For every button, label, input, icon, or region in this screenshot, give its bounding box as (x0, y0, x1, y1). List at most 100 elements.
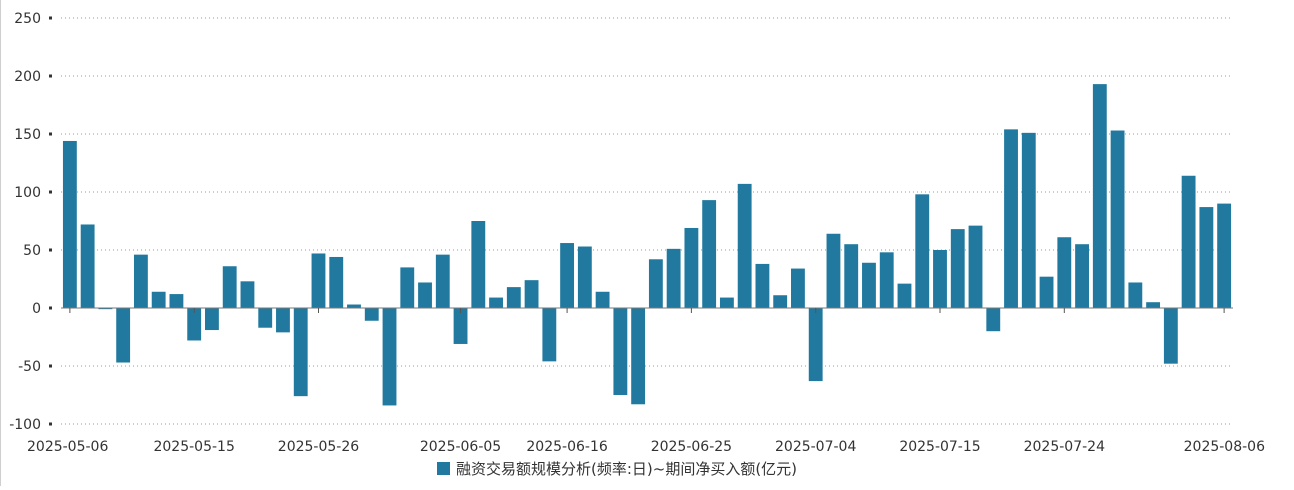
bar (489, 297, 503, 308)
bar (1021, 132, 1036, 308)
bar (435, 254, 450, 308)
bar (1057, 237, 1072, 308)
bar (1199, 207, 1214, 308)
bar (453, 308, 468, 344)
bar (968, 225, 983, 308)
bar (1075, 244, 1089, 308)
y-tick-mark (49, 190, 52, 194)
y-tick-label: 100 (14, 185, 41, 201)
bar (684, 227, 699, 308)
bar (791, 268, 805, 308)
bar (897, 283, 912, 308)
bar (755, 263, 770, 308)
y-tick-label: -100 (9, 417, 41, 433)
bar (542, 308, 557, 362)
bar (62, 140, 77, 308)
bar (471, 221, 486, 308)
bar (719, 297, 734, 308)
bar (311, 253, 326, 308)
bar (1163, 308, 1178, 364)
y-tick-mark (49, 306, 52, 310)
bar (648, 259, 663, 308)
x-tick-label: 2025-06-05 (420, 439, 501, 455)
bar (950, 229, 965, 308)
x-tick-label: 2025-07-15 (899, 439, 980, 455)
bar (702, 200, 717, 308)
bar (862, 262, 876, 308)
y-tick-label: 250 (14, 11, 41, 27)
x-tick-label: 2025-08-06 (1184, 439, 1265, 455)
bar (986, 308, 1001, 332)
bar (400, 267, 415, 308)
x-tick-label: 2025-05-06 (27, 439, 108, 455)
x-tick-label: 2025-06-25 (651, 439, 732, 455)
bar (1146, 302, 1161, 308)
grid-lines (61, 17, 1233, 425)
bar (595, 291, 610, 308)
bar (1217, 203, 1232, 308)
bar (844, 244, 859, 308)
bar (364, 308, 379, 321)
bar (329, 256, 344, 308)
bar (631, 308, 646, 405)
y-tick-label: -50 (18, 359, 41, 375)
bar (826, 233, 841, 308)
y-tick-mark (49, 422, 52, 426)
y-tick-label: 0 (32, 301, 41, 317)
legend-swatch (437, 462, 450, 475)
y-tick-label: 200 (14, 69, 41, 85)
bar (418, 282, 432, 308)
bar (222, 266, 237, 308)
bar (560, 243, 575, 308)
bar (276, 308, 290, 333)
bar (80, 224, 95, 308)
legend: 融资交易额规模分析(频率:日)~期间净买入额(亿元) (437, 460, 797, 478)
x-tick-label: 2025-07-04 (775, 439, 856, 455)
bar (258, 308, 273, 328)
bar (1039, 276, 1054, 308)
y-tick-mark (49, 74, 52, 78)
y-tick-label: 150 (14, 127, 41, 143)
bar (1092, 84, 1107, 309)
bar (98, 308, 113, 310)
legend-label: 融资交易额规模分析(频率:日)~期间净买入额(亿元) (456, 460, 797, 478)
bar (577, 246, 592, 308)
bar (1004, 129, 1018, 308)
x-tick-label: 2025-05-26 (278, 439, 359, 455)
x-tick-label: 2025-07-24 (1024, 439, 1105, 455)
bar (879, 252, 894, 308)
bar (933, 250, 947, 308)
bar (808, 308, 823, 382)
bar (293, 308, 308, 397)
bar (737, 183, 752, 308)
bar (133, 254, 148, 308)
bar (116, 308, 131, 363)
y-tick-mark (49, 364, 52, 368)
bar-series (62, 84, 1232, 406)
bar (666, 248, 681, 308)
bar (613, 308, 628, 395)
bar (915, 194, 930, 308)
bar (347, 304, 361, 308)
bar (506, 287, 521, 308)
bar (773, 295, 788, 308)
bar (1128, 282, 1143, 308)
y-axis: -100 -50 0 50 100 150 200 250 (9, 11, 52, 433)
y-tick-label: 50 (23, 243, 41, 259)
bar (1110, 130, 1125, 308)
y-tick-mark (49, 132, 52, 136)
x-tick-label: 2025-05-15 (153, 439, 234, 455)
bar (151, 291, 166, 308)
bar (524, 280, 539, 308)
y-tick-mark (49, 16, 52, 20)
y-tick-mark (49, 248, 52, 252)
x-axis: 2025-05-06 2025-05-15 2025-05-26 2025-06-05… (27, 308, 1265, 455)
bar (1181, 175, 1196, 308)
bar (240, 281, 255, 308)
bar (169, 294, 184, 308)
bar (187, 308, 202, 341)
bar (205, 308, 219, 331)
bar (382, 308, 397, 406)
